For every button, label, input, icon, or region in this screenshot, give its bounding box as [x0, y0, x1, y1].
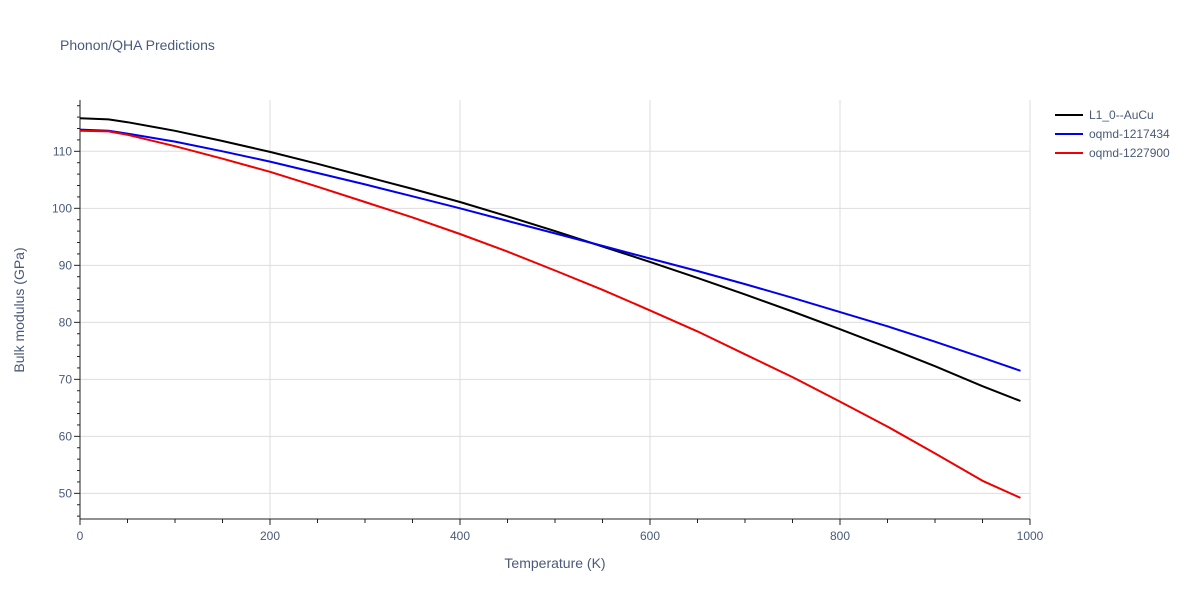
- series-line-2: [79, 128, 1021, 372]
- legend-label: L1_0--AuCu: [1089, 108, 1154, 122]
- x-tick-label: 0: [77, 529, 84, 543]
- y-axis-title: Bulk modulus (GPa): [11, 247, 27, 372]
- y-tick-label: 50: [59, 486, 73, 500]
- x-tick-label: 600: [640, 529, 660, 543]
- y-tick-label: 100: [52, 201, 72, 215]
- y-tick-label: 90: [59, 258, 73, 272]
- chart-title: Phonon/QHA Predictions: [60, 37, 215, 53]
- grid: [80, 100, 1031, 519]
- x-axis-title: Temperature (K): [504, 555, 605, 571]
- series-line-3: [79, 129, 1021, 499]
- series-line-1: [79, 117, 1021, 402]
- y-tick-label: 80: [59, 315, 73, 329]
- x-tick-label: 400: [450, 529, 470, 543]
- axes: 0 200 400 600 800 1000 50 60 70 80 90 100 110: [52, 100, 1044, 543]
- plot-area: [79, 117, 1021, 499]
- y-tick-label: 110: [53, 144, 72, 158]
- x-tick-label: 200: [260, 529, 280, 543]
- x-tick-label: 1000: [1017, 529, 1044, 543]
- legend[interactable]: L1_0--AuCu oqmd-1217434 oqmd-1227900: [1055, 108, 1170, 160]
- legend-label: oqmd-1217434: [1089, 127, 1170, 141]
- y-tick-label: 70: [59, 372, 73, 386]
- y-tick-label: 60: [59, 429, 73, 443]
- x-tick-label: 800: [830, 529, 850, 543]
- legend-label: oqmd-1227900: [1089, 146, 1170, 160]
